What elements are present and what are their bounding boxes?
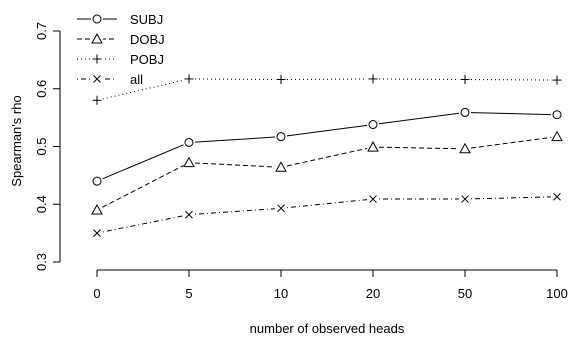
data-point-dobj	[275, 161, 287, 172]
x-tick-label: 20	[366, 286, 380, 301]
legend-marker-pobj	[92, 54, 102, 64]
y-axis-label: Spearman's rho	[9, 95, 24, 186]
y-tick-label: 0.7	[34, 22, 49, 40]
y-tick-label: 0.5	[34, 137, 49, 155]
x-tick-label: 100	[546, 286, 568, 301]
data-point-dobj	[183, 156, 195, 168]
legend-label-all: all	[130, 72, 143, 87]
data-point-dobj	[459, 142, 471, 154]
legend-label-pobj: POBJ	[130, 52, 164, 67]
data-point-dobj	[551, 130, 563, 142]
y-tick-label: 0.3	[34, 253, 49, 271]
legend-marker-subj	[92, 14, 102, 24]
x-axis-label: number of observed heads	[250, 321, 405, 336]
line-segment-dobj	[194, 162, 276, 168]
legend-label-subj: SUBJ	[130, 12, 163, 27]
data-point-pobj	[276, 75, 286, 85]
line-segment-pobj	[286, 78, 368, 80]
data-point-all	[461, 195, 469, 203]
line-segment-dobj	[102, 164, 184, 208]
line-segment-dobj	[286, 147, 368, 167]
legend-marker-dobj	[91, 32, 103, 44]
line-segment-pobj	[470, 79, 552, 81]
data-point-all	[369, 195, 377, 203]
line-segment-subj	[470, 112, 552, 116]
x-tick-label: 10	[274, 286, 288, 301]
data-point-pobj	[460, 75, 470, 85]
line-segment-pobj	[194, 78, 276, 80]
legend-marker-all	[93, 75, 101, 83]
y-tick-label: 0.4	[34, 195, 49, 213]
x-tick-label: 5	[185, 286, 192, 301]
line-segment-subj	[194, 136, 276, 143]
line-segment-all	[470, 196, 552, 200]
legend: SUBJ DOBJ POBJ all	[77, 12, 165, 87]
x-tick-label: 0	[93, 286, 100, 301]
data-point-subj	[368, 120, 378, 130]
data-point-dobj	[91, 203, 103, 215]
legend-item-all: all	[77, 72, 143, 87]
data-point-pobj	[368, 74, 378, 84]
data-point-pobj	[92, 95, 102, 105]
line-segment-pobj	[378, 78, 460, 80]
data-point-subj	[552, 110, 562, 120]
legend-label-dobj: DOBJ	[130, 32, 165, 47]
axes: 0 5 10 20 50 100 0.3 0.4 0.5 0.6 0.7	[34, 22, 568, 301]
plot-lines	[102, 78, 552, 233]
data-point-all	[93, 229, 101, 237]
line-segment-subj	[286, 124, 368, 137]
data-point-all	[185, 210, 193, 219]
line-segment-dobj	[470, 136, 552, 149]
legend-item-dobj: DOBJ	[77, 32, 165, 47]
line-segment-subj	[102, 144, 184, 180]
line-segment-all	[194, 208, 276, 215]
data-point-dobj	[367, 141, 379, 152]
line-segment-subj	[378, 112, 460, 125]
data-point-subj	[92, 176, 102, 186]
plot-markers	[91, 74, 563, 237]
data-point-pobj	[552, 75, 562, 85]
line-segment-pobj	[102, 79, 184, 100]
x-tick-label: 50	[458, 286, 472, 301]
data-point-subj	[276, 132, 286, 142]
legend-item-subj: SUBJ	[77, 12, 163, 27]
line-segment-all	[286, 199, 368, 209]
line-segment-dobj	[378, 146, 460, 150]
data-point-all	[553, 192, 561, 201]
y-tick-label: 0.6	[34, 80, 49, 98]
data-point-pobj	[184, 74, 194, 84]
data-point-all	[277, 204, 285, 213]
data-point-subj	[460, 107, 470, 117]
line-segment-all	[102, 215, 184, 233]
legend-item-pobj: POBJ	[77, 52, 164, 67]
data-point-subj	[184, 137, 194, 147]
